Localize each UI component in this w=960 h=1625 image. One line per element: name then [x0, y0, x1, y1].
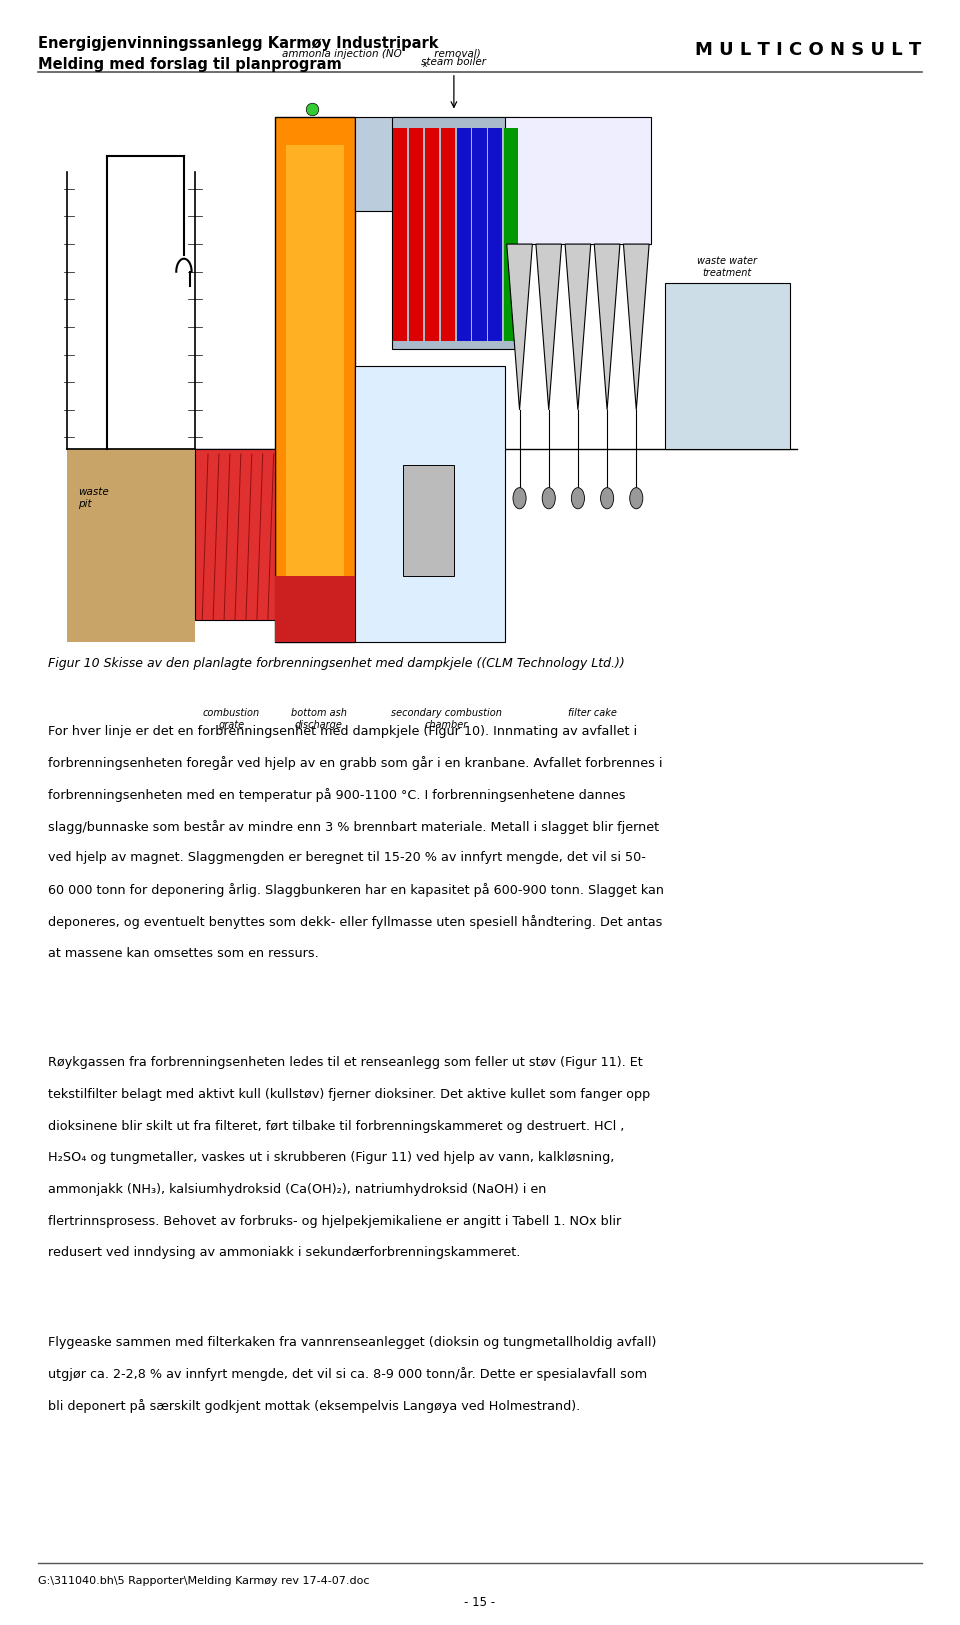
- Text: bli deponert på særskilt godkjent mottak (eksempelvis Langøya ved Holmestrand).: bli deponert på særskilt godkjent mottak…: [48, 1399, 580, 1414]
- Text: ved hjelp av magnet. Slaggmengden er beregnet til 15-20 % av innfyrt mengde, det: ved hjelp av magnet. Slaggmengden er ber…: [48, 852, 646, 864]
- Text: forbrenningsenheten foregår ved hjelp av en grabb som går i en kranbane. Avfalle: forbrenningsenheten foregår ved hjelp av…: [48, 756, 662, 770]
- Text: Figur 10 Skisse av den planlagte forbrenningsenhet med dampkjele ((CLM Technolog: Figur 10 Skisse av den planlagte forbren…: [48, 656, 625, 669]
- Polygon shape: [594, 244, 620, 410]
- Bar: [355, 366, 505, 642]
- Bar: [441, 128, 455, 341]
- Bar: [472, 128, 487, 341]
- Text: dioksinene blir skilt ut fra filteret, ført tilbake til forbrenningskammeret og : dioksinene blir skilt ut fra filteret, f…: [48, 1120, 624, 1133]
- Polygon shape: [507, 244, 533, 410]
- Text: steam boiler: steam boiler: [421, 57, 487, 67]
- Bar: [67, 449, 195, 642]
- Ellipse shape: [542, 488, 555, 509]
- Text: redusert ved inndysing av ammoniakk i sekundærforbrenningskammeret.: redusert ved inndysing av ammoniakk i se…: [48, 1246, 520, 1259]
- Bar: [505, 117, 651, 244]
- Text: flertrinnsprosess. Behovet av forbruks- og hjelpekjemikaliene er angitt i Tabell: flertrinnsprosess. Behovet av forbruks- …: [48, 1216, 621, 1228]
- Text: removal): removal): [431, 49, 481, 58]
- Bar: [276, 117, 355, 642]
- Ellipse shape: [630, 488, 643, 509]
- Text: M U L T I C O N S U L T: M U L T I C O N S U L T: [695, 41, 922, 58]
- Text: Flygeaske sammen med filterkaken fra vannrenseanlegget (dioksin og tungmetallhol: Flygeaske sammen med filterkaken fra van…: [48, 1336, 657, 1349]
- Ellipse shape: [513, 488, 526, 509]
- Ellipse shape: [571, 488, 585, 509]
- Text: ammonia injection (NO: ammonia injection (NO: [282, 49, 402, 58]
- Bar: [67, 89, 797, 642]
- Text: Røykgassen fra forbrenningsenheten ledes til et renseanlegg som feller ut støv (: Røykgassen fra forbrenningsenheten ledes…: [48, 1056, 643, 1069]
- Text: 60 000 tonn for deponering årlig. Slaggbunkeren har en kapasitet på 600-900 tonn: 60 000 tonn for deponering årlig. Slaggb…: [48, 884, 664, 897]
- Text: - 15 -: - 15 -: [465, 1596, 495, 1609]
- Text: ammonjakk (NH₃), kalsiumhydroksid (Ca(OH)₂), natriumhydroksid (NaOH) i en: ammonjakk (NH₃), kalsiumhydroksid (Ca(OH…: [48, 1183, 546, 1196]
- Text: slagg/bunnaske som består av mindre enn 3 % brennbart materiale. Metall i slagge: slagg/bunnaske som består av mindre enn …: [48, 819, 660, 834]
- Text: Energigjenvinningssanlegg Karmøy Industripark: Energigjenvinningssanlegg Karmøy Industr…: [38, 36, 439, 50]
- Bar: [489, 128, 502, 341]
- Bar: [276, 575, 355, 642]
- Text: bottom ash
discharge: bottom ash discharge: [291, 708, 347, 730]
- Bar: [403, 465, 454, 575]
- Bar: [392, 117, 519, 349]
- Text: tekstilfilter belagt med aktivt kull (kullstøv) fjerner dioksiner. Det aktive ku: tekstilfilter belagt med aktivt kull (ku…: [48, 1089, 650, 1102]
- Text: waste
pit: waste pit: [78, 488, 108, 509]
- Text: secondary combustion
chamber: secondary combustion chamber: [391, 708, 502, 730]
- Polygon shape: [195, 449, 276, 619]
- Text: forbrenningsenheten med en temperatur på 900-1100 °C. I forbrenningsenhetene dan: forbrenningsenheten med en temperatur på…: [48, 788, 626, 803]
- Text: For hver linje er det en forbrenningsenhet med dampkjele (Figur 10). Innmating a: For hver linje er det en forbrenningsenh…: [48, 725, 637, 738]
- Text: x: x: [422, 60, 427, 68]
- Text: at massene kan omsettes som en ressurs.: at massene kan omsettes som en ressurs.: [48, 946, 319, 959]
- Text: H₂SO₄ og tungmetaller, vaskes ut i skrubberen (Figur 11) ved hjelp av vann, kalk: H₂SO₄ og tungmetaller, vaskes ut i skrub…: [48, 1150, 614, 1164]
- Bar: [409, 128, 422, 341]
- Text: filter cake: filter cake: [568, 708, 617, 718]
- Polygon shape: [565, 244, 590, 410]
- Polygon shape: [623, 244, 649, 410]
- Polygon shape: [536, 244, 562, 410]
- Text: combustion
grate: combustion grate: [203, 708, 260, 730]
- Text: utgjør ca. 2-2,8 % av innfyrt mengde, det vil si ca. 8-9 000 tonn/år. Dette er s: utgjør ca. 2-2,8 % av innfyrt mengde, de…: [48, 1368, 647, 1381]
- Bar: [393, 128, 407, 341]
- Ellipse shape: [601, 488, 613, 509]
- Text: Melding med forslag til planprogram: Melding med forslag til planprogram: [38, 57, 342, 72]
- Bar: [355, 117, 505, 211]
- Bar: [424, 128, 439, 341]
- Bar: [457, 128, 470, 341]
- Text: deponeres, og eventuelt benyttes som dekk- eller fyllmasse uten spesiell håndter: deponeres, og eventuelt benyttes som dek…: [48, 915, 662, 929]
- Text: waste water
treatment: waste water treatment: [698, 257, 757, 278]
- Bar: [665, 283, 789, 449]
- Bar: [504, 128, 518, 341]
- Text: G:\311040.bh\5 Rapporter\Melding Karmøy rev 17-4-07.doc: G:\311040.bh\5 Rapporter\Melding Karmøy …: [38, 1576, 370, 1586]
- Bar: [286, 145, 345, 630]
